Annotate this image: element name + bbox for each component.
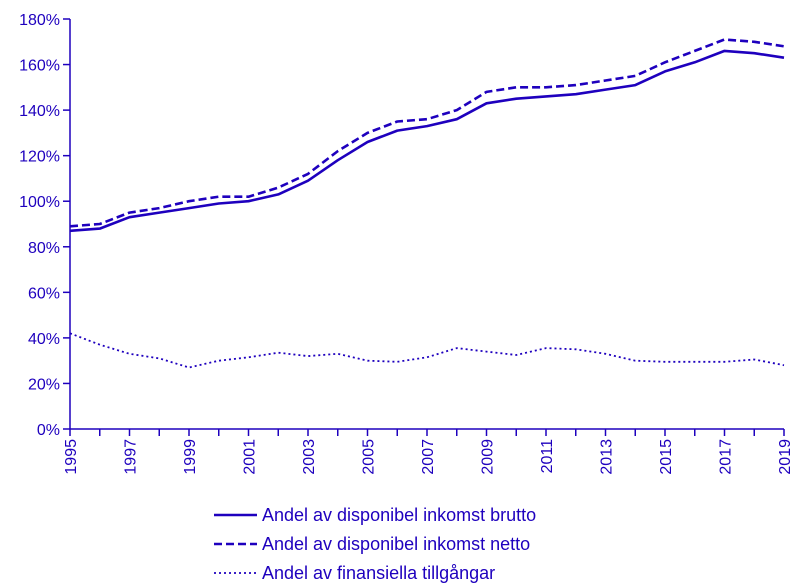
x-tick-label: 2017 [718, 439, 735, 475]
legend-label: Andel av disponibel inkomst netto [262, 534, 530, 554]
series-line-solid [69, 49, 785, 233]
x-tick-label: 2013 [599, 439, 616, 475]
y-tick-label: 40% [28, 331, 60, 348]
x-tick-label: 2003 [301, 439, 318, 475]
legend: Andel av disponibel inkomst brutto Andel … [214, 505, 536, 583]
x-tick-label: 1999 [182, 439, 199, 475]
y-tick-label: 180% [19, 12, 60, 29]
x-tick-label: 2005 [361, 439, 378, 475]
series-lines [69, 38, 785, 369]
x-tick-label: 1995 [63, 439, 80, 475]
x-tick-label: 2011 [539, 439, 556, 474]
x-tick-label: 2009 [480, 439, 497, 475]
y-tick-label: 120% [19, 149, 60, 166]
x-tick-label: 1997 [123, 439, 140, 475]
x-tick-label: 2001 [242, 439, 259, 475]
y-tick-label: 0% [37, 422, 60, 439]
y-tick-label: 60% [28, 285, 60, 302]
y-tick-label: 20% [28, 376, 60, 393]
x-axis: 1995 1997 1999 2001 2003 2005 2007 2009 2011 2013… [63, 428, 794, 475]
y-tick-label: 140% [19, 103, 60, 120]
y-axis: 0% 20% 40% 60% 80% 100% 120% 140% 160% 180% [19, 12, 71, 439]
legend-label: Andel av disponibel inkomst brutto [262, 505, 536, 525]
series-line-dashed [69, 38, 785, 228]
series-line-dotted [69, 332, 785, 369]
x-tick-label: 2015 [658, 439, 675, 475]
x-tick-label: 2007 [420, 439, 437, 475]
y-tick-label: 80% [28, 240, 60, 257]
y-tick-label: 100% [19, 194, 60, 211]
x-tick-label: 2019 [777, 439, 794, 475]
y-tick-label: 160% [19, 58, 60, 75]
legend-label: Andel av finansiella tillgångar [262, 563, 495, 583]
